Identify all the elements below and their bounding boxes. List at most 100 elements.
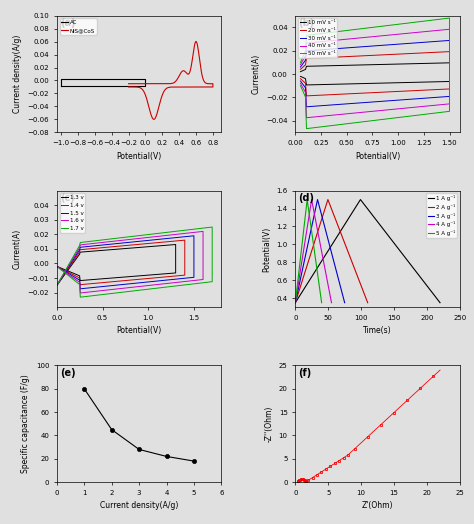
4 A g⁻¹ — [299, 261, 304, 267]
NiS@CoS — [182, 84, 187, 90]
1.4 v — [125, 277, 130, 283]
10 mV s⁻¹ — [325, 81, 330, 88]
2 A g⁻¹ — [358, 283, 364, 289]
Line: 50 mV s⁻¹: 50 mV s⁻¹ — [301, 18, 449, 128]
30 mV s⁻¹ — [418, 95, 423, 102]
Text: (b): (b) — [299, 18, 315, 28]
1.4 v — [182, 237, 188, 243]
1.3 v — [142, 272, 147, 279]
1.4 v — [155, 239, 161, 246]
10 mV s⁻¹ — [299, 68, 304, 74]
5 A g⁻¹ — [294, 287, 300, 293]
1.5 v — [128, 280, 134, 287]
50 mV s⁻¹ — [419, 112, 424, 118]
1.7 v — [54, 263, 60, 269]
X-axis label: Time(s): Time(s) — [363, 326, 392, 335]
5 A g⁻¹ — [297, 261, 302, 267]
30 mV s⁻¹ — [447, 37, 452, 43]
Line: 1.6 v: 1.6 v — [57, 232, 203, 293]
NiS@CoS — [193, 38, 199, 45]
Text: (f): (f) — [299, 368, 312, 378]
50 mV s⁻¹ — [304, 125, 310, 132]
1.7 v — [140, 287, 146, 293]
50 mV s⁻¹ — [298, 82, 303, 89]
5 A g⁻¹ — [317, 283, 322, 289]
Text: (d): (d) — [299, 193, 315, 203]
1.7 v — [91, 238, 97, 244]
1.4 v — [137, 241, 143, 247]
2 A g⁻¹ — [325, 196, 331, 203]
3 A g⁻¹ — [342, 300, 347, 306]
3 A g⁻¹ — [301, 261, 307, 267]
50 mV s⁻¹ — [344, 121, 349, 127]
AC — [105, 76, 111, 82]
40 mV s⁻¹ — [418, 104, 423, 110]
20 mV s⁻¹ — [419, 87, 424, 93]
30 mV s⁻¹ — [413, 96, 419, 102]
NiS@CoS — [126, 81, 131, 87]
40 mV s⁻¹ — [419, 103, 424, 110]
1 A g⁻¹ — [328, 244, 333, 250]
Line: 4 A g⁻¹: 4 A g⁻¹ — [295, 200, 331, 303]
X-axis label: Z'(Ohm): Z'(Ohm) — [362, 501, 393, 510]
Y-axis label: Current(A): Current(A) — [13, 229, 22, 269]
1.7 v — [210, 224, 215, 230]
2 A g⁻¹ — [305, 261, 310, 267]
4 A g⁻¹ — [292, 300, 298, 306]
NiS@CoS — [167, 84, 173, 90]
1.5 v — [191, 233, 197, 239]
1.3 v — [54, 263, 60, 269]
Y-axis label: Potential(V): Potential(V) — [262, 226, 271, 271]
50 mV s⁻¹ — [418, 112, 423, 118]
NiS@CoS — [169, 80, 175, 86]
Line: 2 A g⁻¹: 2 A g⁻¹ — [295, 200, 368, 303]
Line: NiS@CoS: NiS@CoS — [128, 41, 213, 119]
AC — [143, 82, 148, 88]
1.6 v — [135, 283, 140, 290]
1.5 v — [155, 278, 161, 284]
Legend: AC, NiS@CoS: AC, NiS@CoS — [60, 18, 97, 35]
1.3 v — [173, 242, 179, 248]
X-axis label: Potential(V): Potential(V) — [355, 151, 400, 160]
5 A g⁻¹ — [304, 196, 310, 203]
1.5 v — [77, 286, 83, 292]
AC — [81, 83, 86, 89]
Line: 1.7 v: 1.7 v — [57, 227, 212, 297]
1.3 v — [118, 274, 124, 280]
Line: 3 A g⁻¹: 3 A g⁻¹ — [295, 200, 345, 303]
1.5 v — [163, 235, 169, 242]
10 mV s⁻¹ — [298, 73, 303, 80]
30 mV s⁻¹ — [325, 102, 330, 108]
1 A g⁻¹ — [437, 300, 443, 306]
10 mV s⁻¹ — [344, 81, 349, 87]
X-axis label: Potential(V): Potential(V) — [117, 326, 162, 335]
1.3 v — [82, 248, 88, 255]
10 mV s⁻¹ — [447, 60, 452, 66]
1.4 v — [54, 263, 60, 269]
Line: 30 mV s⁻¹: 30 mV s⁻¹ — [301, 40, 449, 107]
50 mV s⁻¹ — [298, 59, 303, 66]
50 mV s⁻¹ — [413, 112, 419, 118]
1.3 v — [148, 243, 154, 249]
1.4 v — [123, 277, 129, 283]
10 mV s⁻¹ — [413, 79, 419, 85]
30 mV s⁻¹ — [344, 101, 349, 107]
40 mV s⁻¹ — [447, 26, 452, 32]
40 mV s⁻¹ — [298, 80, 303, 86]
1.7 v — [77, 294, 83, 300]
1.3 v — [132, 245, 137, 251]
Text: (c): (c) — [60, 193, 75, 203]
NiS@CoS — [126, 84, 131, 90]
3 A g⁻¹ — [295, 287, 301, 293]
1.7 v — [138, 287, 144, 293]
1.4 v — [85, 246, 91, 252]
4 A g⁻¹ — [328, 300, 334, 306]
30 mV s⁻¹ — [298, 64, 303, 70]
1.6 v — [78, 290, 83, 296]
AC — [77, 83, 82, 89]
1 A g⁻¹ — [430, 290, 436, 297]
1.6 v — [89, 241, 95, 247]
4 A g⁻¹ — [327, 290, 333, 297]
1.5 v — [87, 243, 93, 249]
40 mV s⁻¹ — [299, 60, 304, 66]
